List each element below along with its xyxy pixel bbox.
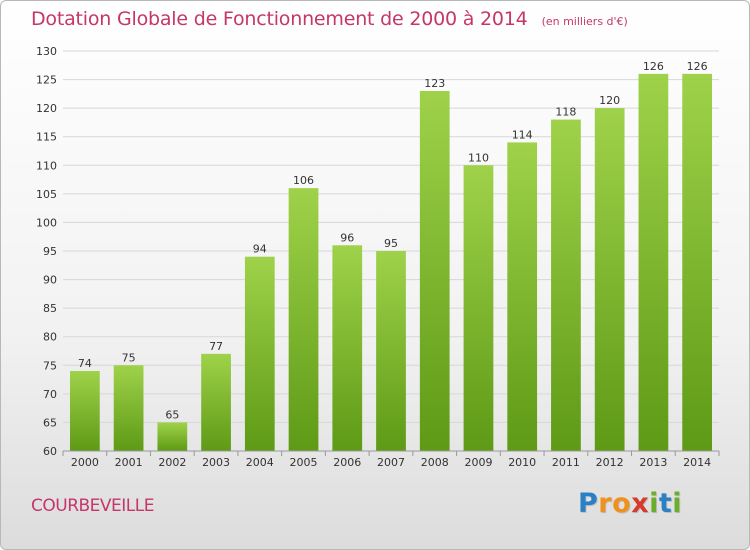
data-label: 126 [643,60,664,73]
x-tick-label: 2006 [333,456,361,469]
x-tick-label: 2012 [596,456,624,469]
data-label: 95 [384,237,398,250]
data-label: 126 [687,60,708,73]
title-row: Dotation Globale de Fonctionnement de 20… [31,8,628,30]
bar [638,73,669,451]
x-tick-label: 2008 [421,456,449,469]
chart-title: Dotation Globale de Fonctionnement de 20… [31,8,528,30]
x-tick-label: 2003 [202,456,230,469]
y-tick-label: 85 [43,302,57,315]
y-tick-label: 100 [36,216,57,229]
bar [69,371,100,451]
proxiti-logo: Proxiti [578,488,682,519]
data-label: 114 [512,128,533,141]
x-tick-label: 2001 [115,456,143,469]
data-label: 96 [340,231,354,244]
y-tick-label: 120 [36,102,57,115]
bar [551,119,581,452]
bar [244,256,275,451]
bar [463,165,494,452]
y-tick-label: 105 [36,188,57,201]
data-label: 74 [78,357,92,370]
x-tick-label: 2007 [377,456,405,469]
y-tick-label: 125 [36,74,57,87]
bar [594,108,625,452]
y-tick-label: 110 [36,159,57,172]
data-label: 94 [253,243,267,256]
y-tick-label: 95 [43,245,57,258]
logo-letter: o [612,488,632,519]
y-tick-label: 60 [43,445,57,458]
bar [288,188,319,451]
y-tick-label: 65 [43,416,57,429]
logo-letter: r [598,488,613,519]
x-tick-label: 2002 [158,456,186,469]
bar [113,365,144,451]
x-tick-label: 2009 [464,456,492,469]
data-label: 118 [555,106,576,119]
x-tick-label: 2014 [683,456,711,469]
y-tick-label: 70 [43,388,57,401]
bar [376,251,406,451]
data-label: 75 [122,351,136,364]
bar [419,91,450,451]
y-tick-label: 90 [43,274,57,287]
bar [201,353,231,451]
bar [682,73,713,451]
y-tick-label: 75 [43,359,57,372]
logo-letter: t [658,488,673,519]
bar [507,142,538,451]
logo-letter: i [649,488,659,519]
commune-name: COURBEVEILLE [31,496,154,516]
x-tick-label: 2005 [290,456,318,469]
bar [332,245,363,451]
x-tick-label: 2004 [246,456,274,469]
x-tick-label: 2011 [552,456,580,469]
data-label: 110 [468,151,489,164]
data-label: 120 [599,94,620,107]
data-label: 106 [293,174,314,187]
y-tick-label: 80 [43,331,57,344]
x-tick-label: 2010 [508,456,536,469]
data-label: 77 [209,340,223,353]
logo-letter: x [631,488,650,519]
bar [157,422,188,451]
logo-letter: i [672,488,683,519]
data-label: 65 [165,408,179,421]
y-tick-label: 115 [36,131,57,144]
x-tick-label: 2013 [639,456,667,469]
y-tick-label: 130 [36,45,57,58]
x-tick-label: 2000 [71,456,99,469]
logo-letter: P [578,488,599,519]
data-label: 123 [424,77,445,90]
chart-subtitle: (en milliers d'€) [541,15,628,28]
